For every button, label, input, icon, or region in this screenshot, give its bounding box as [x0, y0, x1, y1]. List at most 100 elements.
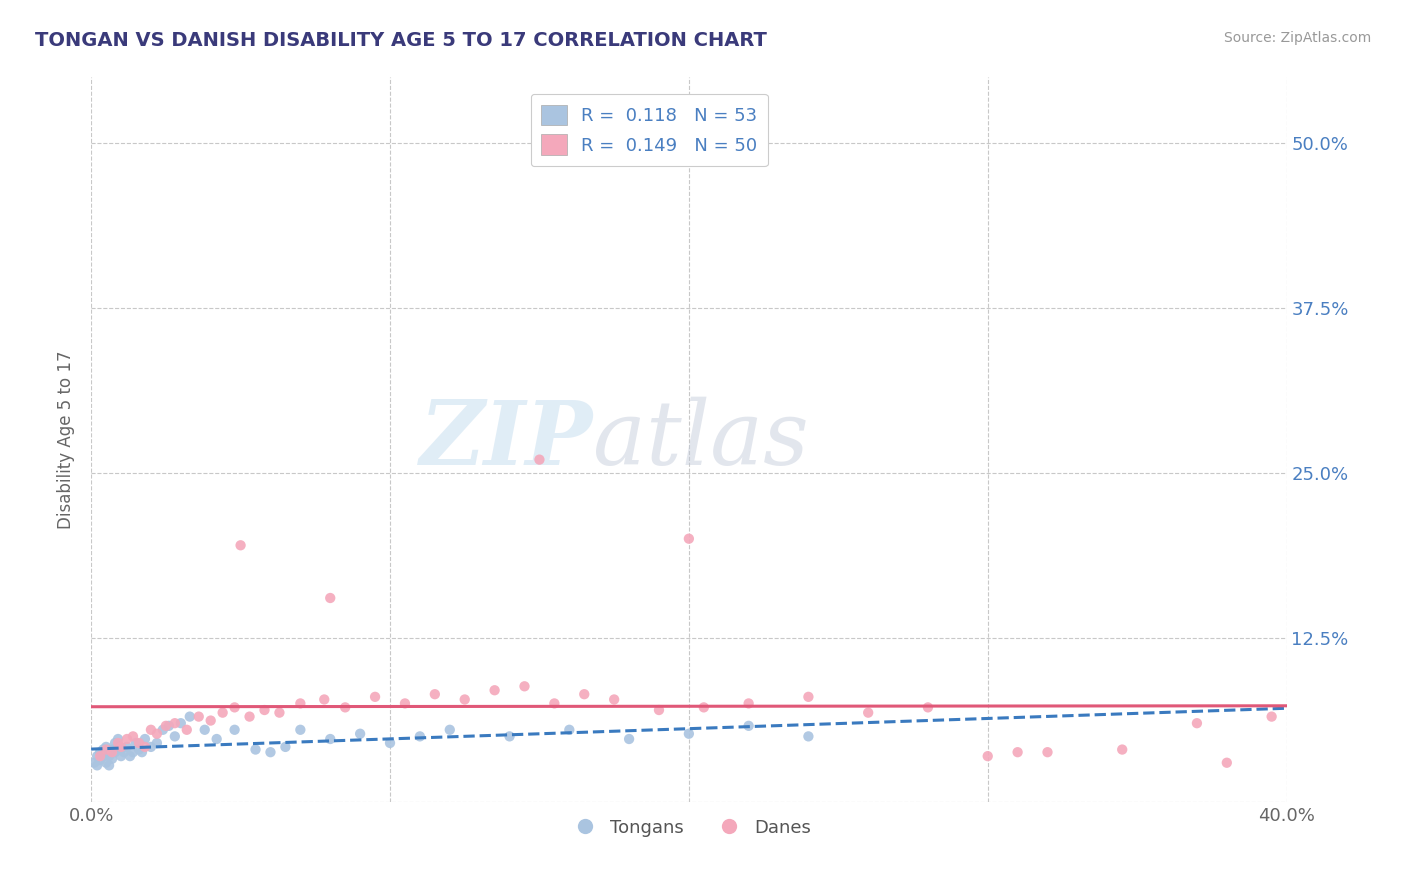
- Point: [238, 709, 260, 723]
- Point: [94, 756, 117, 770]
- Point: [89, 753, 111, 767]
- Point: [1185, 716, 1208, 731]
- Point: [498, 730, 520, 744]
- Point: [259, 745, 281, 759]
- Point: [176, 723, 198, 737]
- Point: [94, 739, 117, 754]
- Point: [977, 749, 1000, 764]
- Point: [101, 752, 124, 766]
- Point: [98, 758, 121, 772]
- Point: [797, 690, 820, 704]
- Text: ZIP: ZIP: [420, 397, 593, 483]
- Point: [394, 697, 416, 711]
- Point: [163, 730, 186, 744]
- Point: [211, 706, 233, 720]
- Point: [693, 700, 716, 714]
- Point: [107, 731, 129, 746]
- Point: [179, 709, 201, 723]
- Point: [335, 700, 357, 714]
- Point: [122, 730, 145, 744]
- Point: [146, 736, 169, 750]
- Point: [737, 697, 759, 711]
- Point: [378, 736, 401, 750]
- Point: [648, 703, 671, 717]
- Point: [115, 731, 138, 746]
- Text: Source: ZipAtlas.com: Source: ZipAtlas.com: [1223, 31, 1371, 45]
- Point: [86, 758, 108, 772]
- Point: [112, 745, 135, 759]
- Point: [128, 736, 150, 750]
- Point: [101, 745, 124, 759]
- Point: [152, 723, 174, 737]
- Point: [1007, 745, 1029, 759]
- Point: [110, 742, 132, 756]
- Point: [194, 723, 217, 737]
- Point: [205, 731, 228, 746]
- Point: [170, 716, 193, 731]
- Point: [245, 742, 267, 756]
- Point: [89, 749, 111, 764]
- Point: [131, 745, 153, 759]
- Point: [856, 706, 879, 720]
- Point: [134, 731, 156, 746]
- Point: [134, 739, 156, 754]
- Point: [110, 749, 132, 764]
- Point: [439, 723, 461, 737]
- Point: [678, 727, 700, 741]
- Point: [603, 692, 626, 706]
- Point: [110, 739, 132, 754]
- Point: [157, 719, 180, 733]
- Point: [319, 591, 342, 605]
- Point: [83, 756, 105, 770]
- Point: [224, 700, 246, 714]
- Point: [290, 723, 312, 737]
- Text: TONGAN VS DANISH DISABILITY AGE 5 TO 17 CORRELATION CHART: TONGAN VS DANISH DISABILITY AGE 5 TO 17 …: [35, 31, 768, 50]
- Text: atlas: atlas: [593, 396, 808, 483]
- Y-axis label: Disability Age 5 to 17: Disability Age 5 to 17: [58, 351, 75, 529]
- Point: [118, 749, 141, 764]
- Point: [104, 745, 127, 759]
- Point: [1111, 742, 1133, 756]
- Point: [187, 709, 209, 723]
- Point: [409, 730, 432, 744]
- Point: [146, 727, 169, 741]
- Point: [274, 739, 297, 754]
- Point: [115, 739, 138, 754]
- Point: [574, 687, 596, 701]
- Point: [484, 683, 506, 698]
- Point: [122, 745, 145, 759]
- Point: [139, 739, 162, 754]
- Point: [349, 727, 371, 741]
- Point: [139, 723, 162, 737]
- Point: [543, 697, 565, 711]
- Point: [269, 706, 291, 720]
- Point: [1216, 756, 1239, 770]
- Point: [737, 719, 759, 733]
- Point: [224, 723, 246, 737]
- Point: [319, 731, 342, 746]
- Point: [797, 730, 820, 744]
- Point: [94, 745, 117, 759]
- Point: [86, 749, 108, 764]
- Point: [98, 749, 121, 764]
- Point: [91, 742, 114, 756]
- Legend: Tongans, Danes: Tongans, Danes: [560, 812, 818, 844]
- Point: [290, 697, 312, 711]
- Point: [1036, 745, 1059, 759]
- Point: [1260, 709, 1282, 723]
- Point: [94, 742, 117, 756]
- Point: [125, 736, 148, 750]
- Point: [107, 739, 129, 754]
- Point: [200, 714, 222, 728]
- Point: [617, 731, 640, 746]
- Point: [104, 736, 127, 750]
- Point: [91, 749, 114, 764]
- Point: [423, 687, 446, 701]
- Point: [163, 716, 186, 731]
- Point: [229, 538, 252, 552]
- Point: [513, 679, 536, 693]
- Point: [155, 719, 177, 733]
- Point: [454, 692, 477, 706]
- Point: [364, 690, 387, 704]
- Point: [101, 742, 124, 756]
